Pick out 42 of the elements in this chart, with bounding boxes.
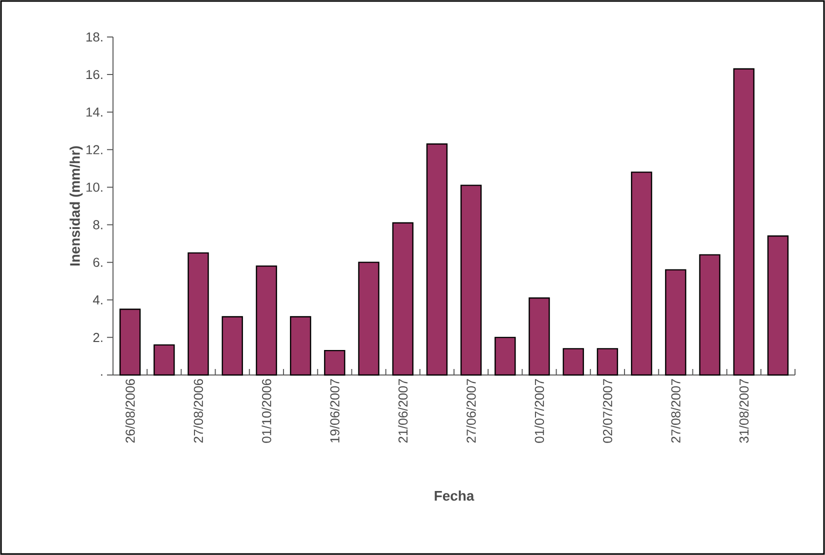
x-axis-title: Fecha — [434, 490, 474, 501]
bar — [256, 265, 278, 376]
x-tick-label: 27/08/2007 — [670, 379, 680, 443]
bar — [767, 235, 789, 376]
bar — [392, 222, 414, 376]
y-axis-title: Inensidad (mm/hr) — [70, 146, 83, 266]
x-tick-label: 27/08/2006 — [193, 379, 204, 443]
bar — [528, 297, 550, 376]
bar — [119, 308, 141, 376]
bar — [358, 262, 380, 376]
x-tick-label: 31/08/2007 — [739, 379, 749, 443]
bar — [596, 348, 618, 376]
bar — [460, 184, 482, 376]
x-tick-label: 26/08/2006 — [125, 379, 135, 443]
x-tick-label: 01/07/2007 — [534, 379, 544, 443]
y-tick-label: 16. — [86, 70, 102, 80]
x-tick-label: 19/06/2007 — [330, 379, 340, 442]
y-tick-label: . — [101, 374, 102, 376]
y-tick-label: 10. — [86, 182, 102, 192]
bar — [324, 350, 346, 376]
y-tick-label: 2. — [93, 332, 102, 342]
bar — [562, 348, 584, 376]
y-tick-label: 8. — [93, 220, 102, 230]
bar — [733, 68, 754, 376]
x-tick-label: 01/10/2006 — [262, 379, 272, 443]
bar — [426, 143, 448, 376]
x-tick-label: 02/07/2007 — [602, 379, 612, 443]
bar — [665, 269, 686, 376]
bar — [290, 316, 312, 376]
x-tick-label: 21/06/2007 — [398, 379, 408, 443]
bar — [699, 254, 720, 376]
y-tick-label: 6. — [93, 258, 102, 267]
y-tick-label: 18. — [86, 32, 102, 42]
bar — [222, 316, 243, 376]
y-tick-label: 12. — [86, 145, 102, 154]
bar — [630, 172, 652, 376]
bar — [494, 336, 516, 376]
bar — [188, 252, 209, 376]
x-tick-label: 27/06/2007 — [466, 379, 476, 443]
bar — [154, 344, 175, 376]
y-tick-label: 14. — [86, 108, 102, 117]
y-tick-label: 4. — [92, 295, 102, 304]
